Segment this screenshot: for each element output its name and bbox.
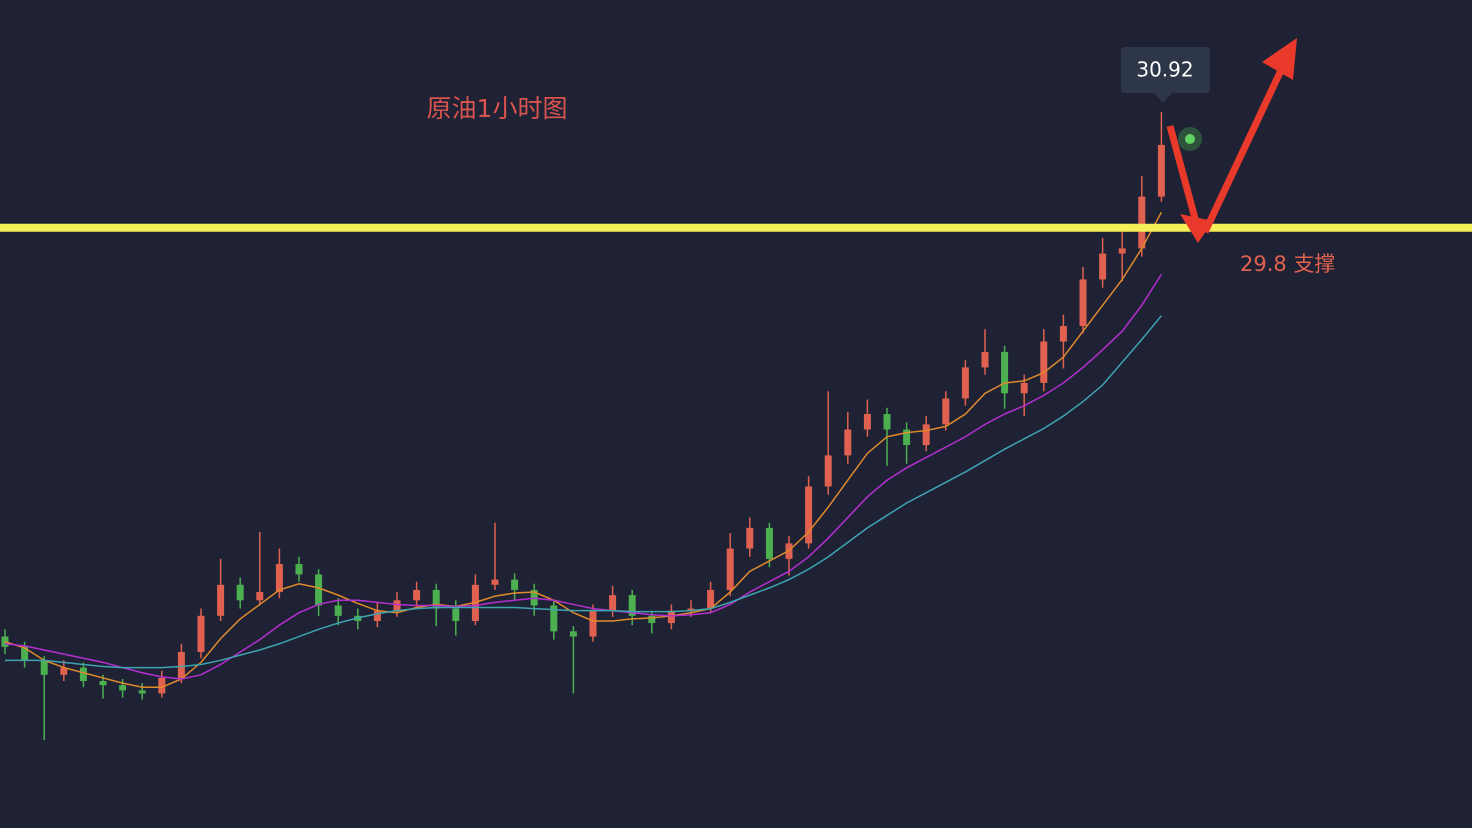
candle-body: [687, 608, 695, 611]
moving-average: [4, 273, 1163, 680]
candle-body: [726, 548, 734, 590]
tooltip-value: 30.92: [1136, 58, 1193, 82]
candle-body: [589, 610, 597, 637]
candle-body: [60, 667, 68, 675]
candle-body: [746, 527, 754, 549]
candle-body: [217, 584, 225, 616]
candle-body: [79, 667, 87, 682]
candle-body: [315, 574, 323, 606]
candle-body: [942, 398, 950, 425]
candle-body: [550, 605, 558, 632]
candle-body: [863, 414, 871, 430]
candle-body: [236, 584, 244, 601]
arrow-up: [1201, 64, 1287, 234]
candle-body: [413, 589, 421, 601]
candle-body: [961, 367, 969, 399]
candle-body: [844, 429, 852, 456]
candle-body: [824, 455, 832, 487]
chart-title: 原油1小时图: [427, 94, 568, 123]
candle-body: [393, 600, 401, 611]
price-tooltip: 30.92: [1121, 47, 1210, 103]
candle-body: [1138, 196, 1146, 249]
candle-body: [177, 652, 185, 678]
candle-body: [432, 589, 440, 609]
candle-body: [883, 414, 891, 430]
moving-average: [5, 315, 1162, 669]
candle-body: [1020, 382, 1028, 394]
candle-body: [334, 605, 342, 616]
arrows: [1166, 38, 1297, 243]
candle-body: [99, 681, 107, 686]
candle-body: [628, 595, 636, 616]
candle-body: [609, 595, 617, 611]
candle-body: [40, 660, 48, 675]
candle-body: [569, 631, 577, 637]
candle-body: [765, 527, 773, 559]
candle-body: [21, 646, 29, 661]
arrow-head: [1180, 214, 1213, 243]
candle-body: [295, 564, 303, 575]
candle-body: [119, 685, 127, 691]
candle-body: [256, 592, 264, 601]
candle-body: [158, 677, 166, 694]
candle-body: [1059, 326, 1067, 342]
candle-body: [275, 564, 283, 593]
candle-body: [667, 610, 675, 624]
candle-body: [1079, 279, 1087, 327]
tooltip-box: [1121, 47, 1210, 93]
candle-body: [1118, 248, 1126, 254]
candle-body: [1099, 253, 1107, 280]
dot: [1185, 134, 1195, 144]
plot-area: [0, 111, 1472, 741]
support-label: 29.8 支撑: [1240, 252, 1335, 276]
candle-body: [805, 486, 813, 544]
candle-body: [452, 608, 460, 621]
candle-body: [1040, 341, 1048, 383]
candle-body: [138, 690, 146, 694]
candle-body: [903, 429, 911, 446]
candle-body: [1157, 144, 1165, 197]
candle-body: [197, 615, 205, 653]
candle-body: [707, 589, 715, 609]
candle-body: [1001, 351, 1009, 394]
candle-body: [511, 579, 519, 590]
candle-body: [491, 579, 499, 585]
candle-body: [981, 351, 989, 368]
candle-body: [922, 424, 930, 446]
arrow-head: [1262, 38, 1297, 80]
candle-body: [373, 610, 381, 621]
arrow-down: [1166, 125, 1200, 223]
tooltip-pointer: [1154, 93, 1172, 103]
candle-body: [648, 615, 656, 624]
